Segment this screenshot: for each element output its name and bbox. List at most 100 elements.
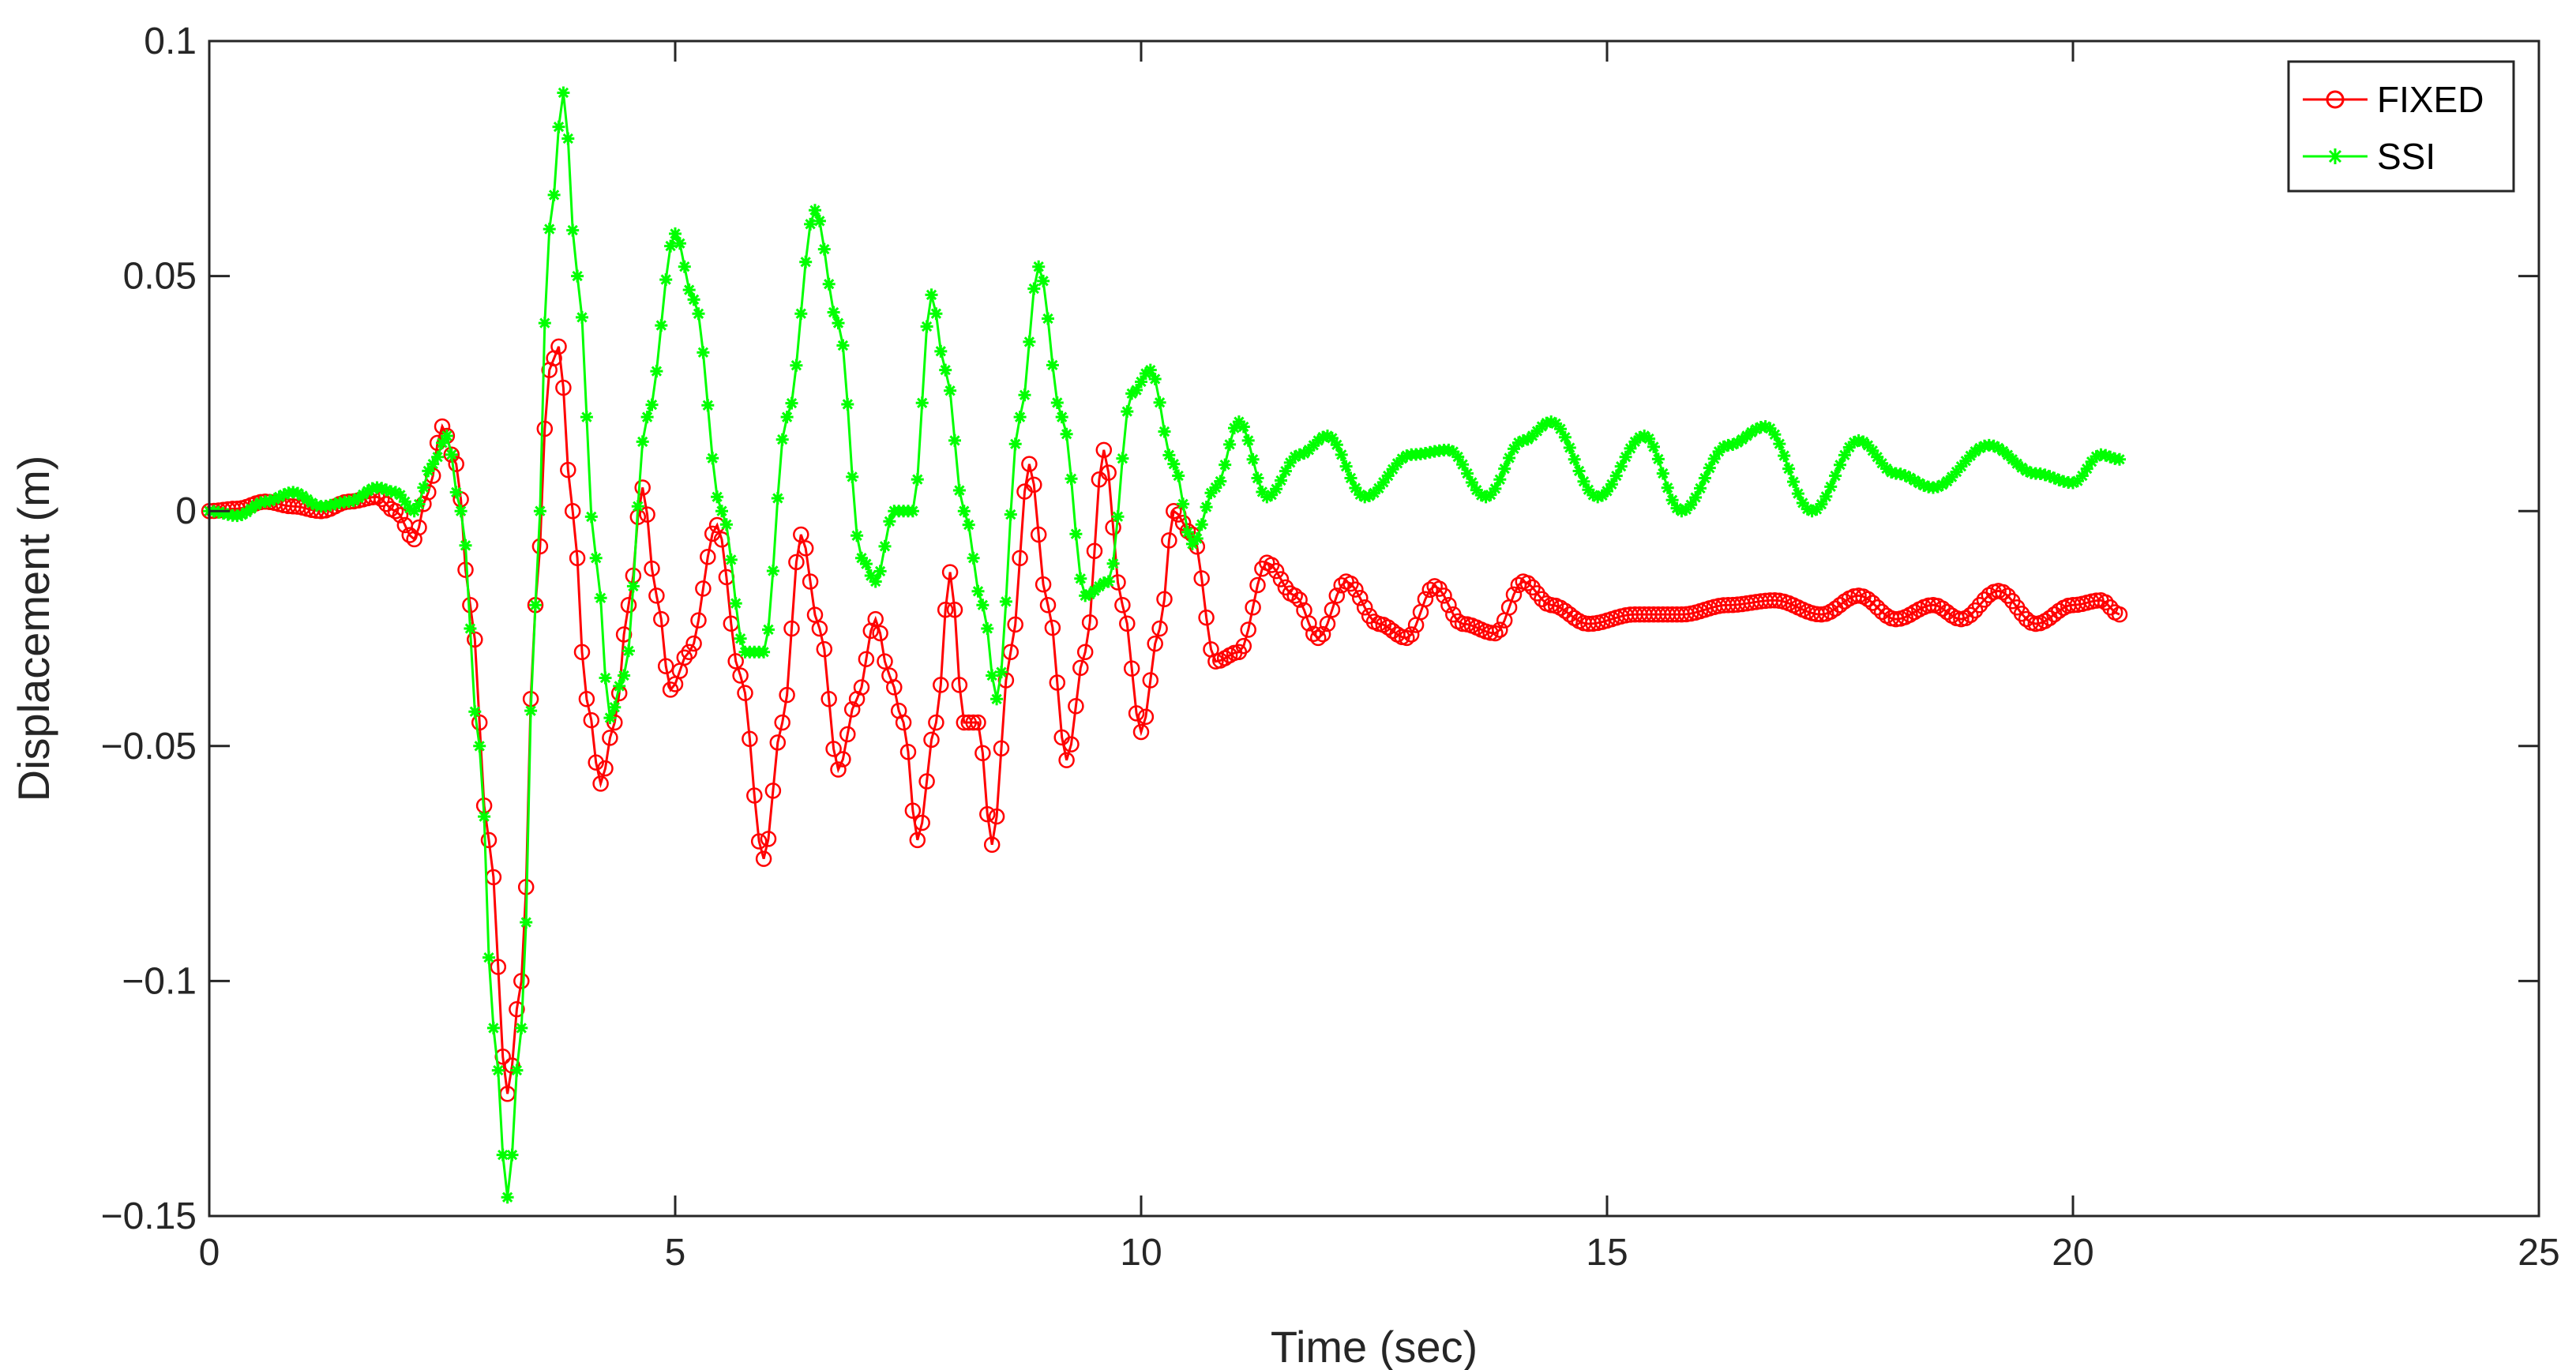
data-point: [1102, 575, 1115, 588]
data-point: [877, 653, 893, 670]
data-point: [1582, 483, 1595, 497]
data-point: [1864, 595, 1881, 611]
data-point: [1368, 486, 1380, 500]
data-point: [608, 700, 621, 714]
data-point: [291, 486, 305, 500]
data-point: [606, 714, 623, 731]
data-point: [1824, 480, 1838, 494]
data-point: [1940, 475, 1954, 488]
data-point: [1995, 584, 2011, 601]
data-point: [1726, 437, 1740, 451]
data-point: [1577, 475, 1590, 488]
data-point: [695, 580, 712, 597]
data-point: [440, 429, 453, 442]
data-point: [715, 505, 728, 518]
data-point: [1684, 498, 1698, 512]
data-point: [664, 239, 678, 253]
data-point: [1796, 496, 1809, 509]
data-point: [459, 539, 472, 552]
data-point: [603, 711, 617, 725]
data-point: [676, 649, 693, 666]
data-point: [2067, 476, 2079, 490]
data-point: [836, 339, 850, 352]
data-point: [468, 705, 482, 719]
data-point: [277, 488, 291, 501]
data-point: [235, 508, 249, 521]
data-point: [1328, 587, 1346, 604]
data-point: [491, 1064, 505, 1077]
data-point: [592, 775, 609, 792]
data-point: [1614, 460, 1628, 473]
data-point: [1321, 429, 1334, 442]
data-point: [445, 448, 458, 461]
data-point: [929, 307, 943, 321]
data-point: [1842, 441, 1856, 454]
data-point: [2080, 462, 2093, 475]
data-point: [510, 1064, 524, 1077]
data-point: [1484, 488, 1497, 501]
data-point: [411, 519, 427, 536]
data-point: [1643, 432, 1656, 445]
data-point: [1035, 576, 1052, 593]
data-point: [1275, 474, 1287, 487]
data-point: [387, 502, 404, 520]
data-point: [380, 483, 393, 497]
data-point: [1004, 508, 1017, 521]
data-point: [1511, 436, 1525, 449]
data-point: [1143, 363, 1157, 377]
data-point: [1505, 586, 1523, 603]
data-point: [1908, 474, 1921, 487]
data-point: [483, 951, 495, 964]
data-point: [669, 227, 682, 241]
data-point: [806, 606, 824, 623]
data-point: [1540, 416, 1553, 430]
data-point: [644, 560, 660, 577]
data-point: [1465, 475, 1478, 489]
data-point: [615, 626, 633, 643]
data-point: [1137, 708, 1155, 726]
data-point: [1272, 571, 1290, 587]
data-point: [1386, 463, 1399, 476]
data-point: [766, 564, 779, 577]
data-point: [478, 810, 491, 824]
data-point: [1372, 482, 1385, 495]
data-point: [1161, 532, 1177, 549]
data-point: [697, 346, 710, 359]
data-point: [1166, 502, 1182, 520]
data-point: [737, 685, 753, 701]
data-point: [564, 502, 581, 520]
data-point: [1778, 449, 1791, 463]
data-point: [757, 645, 771, 659]
data-point: [1246, 452, 1260, 466]
series-ssi: [203, 86, 2126, 1204]
data-point: [918, 773, 935, 790]
data-point: [976, 599, 989, 612]
data-point: [1195, 518, 1208, 531]
data-point: [1670, 501, 1684, 515]
legend-marker: [2327, 148, 2343, 164]
data-point: [1638, 429, 1651, 442]
data-point: [1232, 415, 1245, 429]
data-point: [1987, 439, 2000, 452]
data-point: [1204, 486, 1218, 500]
y-tick-label: −0.15: [101, 1195, 197, 1237]
data-point: [878, 539, 892, 553]
data-point: [1260, 490, 1274, 504]
data-point: [1153, 396, 1166, 409]
data-point: [650, 365, 663, 378]
data-point: [1815, 497, 1828, 511]
data-point: [1198, 609, 1215, 626]
data-point: [636, 435, 649, 449]
x-tick-label: 5: [665, 1232, 686, 1274]
data-point: [1121, 405, 1134, 419]
data-point: [496, 1148, 509, 1162]
data-point: [640, 411, 654, 424]
data-point: [538, 317, 551, 330]
data-point: [755, 850, 772, 867]
data-point: [448, 456, 464, 472]
data-point: [799, 255, 813, 268]
data-point: [785, 396, 798, 410]
data-point: [788, 554, 805, 571]
data-point: [1689, 491, 1703, 505]
